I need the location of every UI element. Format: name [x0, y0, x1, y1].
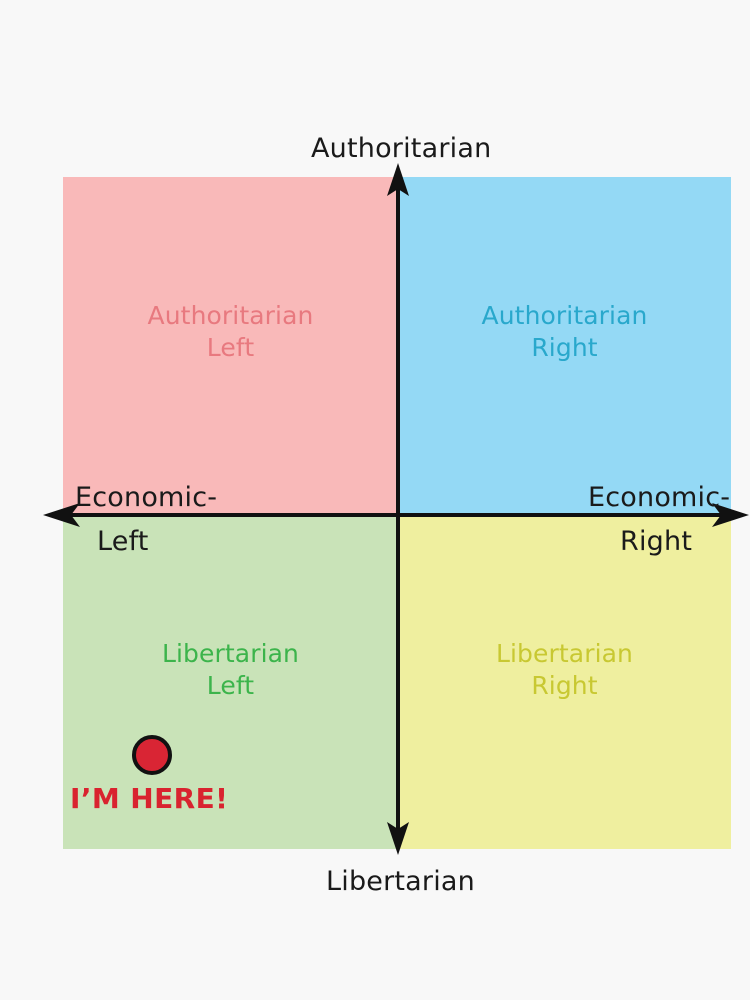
quadrant-libertarian-left: Libertarian Left	[63, 515, 398, 849]
quadrant-label-line2: Left	[206, 671, 255, 700]
quadrant-label-line1: Libertarian	[161, 638, 299, 668]
user-position-marker-dot[interactable]	[132, 735, 172, 775]
quadrant-label-libertarian-right: Libertarian Right	[496, 638, 633, 703]
axis-label-economic-right: Economic- Right	[588, 476, 730, 563]
quadrant-libertarian-right: Libertarian Right	[398, 515, 731, 849]
quadrant-authoritarian-left: Authoritarian Left	[63, 177, 398, 515]
quadrant-label-line2: Right	[531, 333, 598, 362]
quadrant-label-authoritarian-right: Authoritarian Right	[482, 300, 648, 365]
axis-label-economic-right-line1: Economic-	[588, 482, 731, 513]
political-compass-chart: Authoritarian Left Authoritarian Right L…	[63, 177, 731, 849]
axis-label-authoritarian: Authoritarian	[311, 133, 492, 164]
axis-label-economic-left: Economic- Left	[75, 476, 217, 563]
quadrant-label-line2: Right	[531, 671, 598, 700]
quadrant-label-line1: Authoritarian	[481, 300, 648, 330]
axis-label-economic-right-line2: Right	[620, 525, 693, 557]
user-position-marker-label: I’M HERE!	[70, 782, 229, 815]
axis-label-economic-left-line2: Left	[97, 525, 149, 557]
quadrant-authoritarian-right: Authoritarian Right	[398, 177, 731, 515]
quadrant-label-line1: Libertarian	[495, 638, 633, 668]
quadrant-label-authoritarian-left: Authoritarian Left	[148, 300, 314, 365]
quadrant-label-line1: Authoritarian	[147, 300, 314, 330]
axis-label-libertarian: Libertarian	[326, 866, 475, 897]
axis-label-economic-left-line1: Economic-	[75, 482, 218, 513]
quadrant-label-line2: Left	[206, 333, 255, 362]
quadrant-label-libertarian-left: Libertarian Left	[162, 638, 299, 703]
